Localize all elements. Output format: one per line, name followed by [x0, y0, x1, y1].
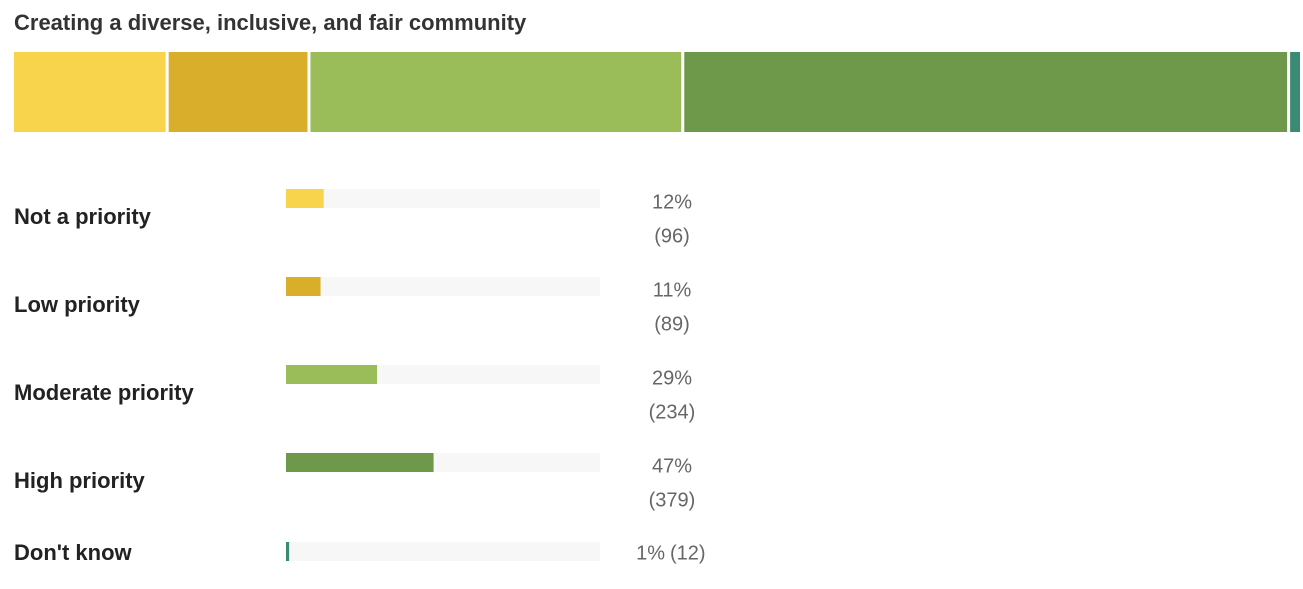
category-label: Don't know [14, 540, 133, 565]
stacked-segment [168, 52, 308, 132]
bar-track [286, 189, 600, 208]
stacked-segment [684, 52, 1288, 132]
bar [286, 453, 434, 472]
category-label: Moderate priority [14, 380, 194, 405]
stacked-segment [1290, 52, 1300, 132]
category-label: Not a priority [14, 204, 152, 229]
count-label: (379) [649, 489, 696, 511]
percent-label: 11% [653, 279, 692, 301]
bar [286, 365, 378, 384]
count-label: (96) [654, 225, 690, 247]
percent-label: 29% [652, 367, 692, 389]
bar [286, 189, 324, 208]
category-label: High priority [14, 468, 146, 493]
category-label: Low priority [14, 292, 141, 317]
bar-track [286, 542, 600, 561]
percent-label: 47% [652, 455, 692, 477]
percent-label: 12% [652, 191, 692, 213]
bar [286, 277, 321, 296]
bar [286, 542, 290, 561]
stacked-segment [14, 52, 166, 132]
percent-label: 1% [636, 542, 665, 564]
chart-title: Creating a diverse, inclusive, and fair … [14, 10, 527, 35]
count-label: (234) [649, 401, 696, 423]
bar-track [286, 277, 600, 296]
count-label: (12) [670, 542, 706, 564]
stacked-segment [310, 52, 682, 132]
count-label: (89) [654, 313, 690, 335]
